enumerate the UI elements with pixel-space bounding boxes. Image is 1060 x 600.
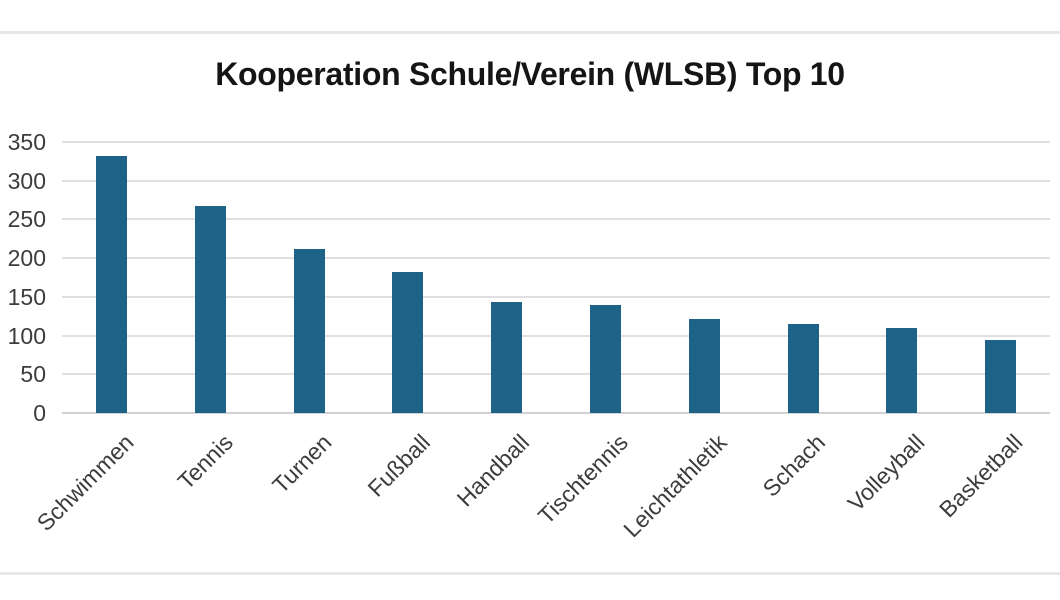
x-tick-label: Turnen bbox=[267, 429, 337, 499]
gridline bbox=[62, 295, 1050, 298]
bar-handball bbox=[491, 301, 523, 413]
x-tick-label: Handball bbox=[451, 429, 534, 512]
gridline bbox=[62, 257, 1050, 260]
y-tick-label: 200 bbox=[7, 245, 46, 272]
x-tick-label: Schach bbox=[757, 429, 831, 502]
y-tick-label: 250 bbox=[7, 206, 46, 233]
x-tick-label: Volleyball bbox=[842, 429, 930, 517]
x-tick-label: Tennis bbox=[172, 429, 238, 495]
bar-tennis bbox=[194, 206, 226, 413]
y-tick-label: 100 bbox=[7, 322, 46, 349]
bar-tischtennis bbox=[589, 304, 621, 413]
bar-fußball bbox=[392, 272, 424, 413]
y-tick-label: 300 bbox=[7, 167, 46, 194]
bar-volleyball bbox=[886, 327, 918, 413]
gridline bbox=[62, 179, 1050, 182]
bottom-divider bbox=[0, 572, 1060, 575]
gridline bbox=[62, 141, 1050, 143]
bar-schach bbox=[787, 323, 819, 413]
y-tick-label: 350 bbox=[7, 129, 46, 155]
x-tick-label: Fußball bbox=[362, 429, 436, 502]
bar-schwimmen bbox=[95, 155, 127, 413]
x-tick-label: Tischtennis bbox=[532, 429, 633, 530]
bar-leichtathletik bbox=[688, 318, 720, 413]
gridline bbox=[62, 334, 1050, 337]
y-tick-label: 0 bbox=[33, 400, 46, 426]
top-divider bbox=[0, 31, 1060, 34]
y-tick-label: 50 bbox=[20, 361, 46, 388]
chart-title: Kooperation Schule/Verein (WLSB) Top 10 bbox=[215, 56, 845, 92]
x-axis-line bbox=[62, 412, 1050, 414]
y-tick-label: 150 bbox=[7, 283, 46, 310]
gridline bbox=[62, 218, 1050, 221]
plot-area bbox=[62, 141, 1050, 414]
x-tick-label: Basketball bbox=[934, 429, 1028, 523]
gridline bbox=[62, 373, 1050, 376]
x-tick-label: Leichtathletik bbox=[618, 429, 732, 543]
bar-basketball bbox=[985, 340, 1017, 413]
x-tick-label: Schwimmen bbox=[31, 429, 139, 536]
bar-turnen bbox=[293, 248, 325, 413]
